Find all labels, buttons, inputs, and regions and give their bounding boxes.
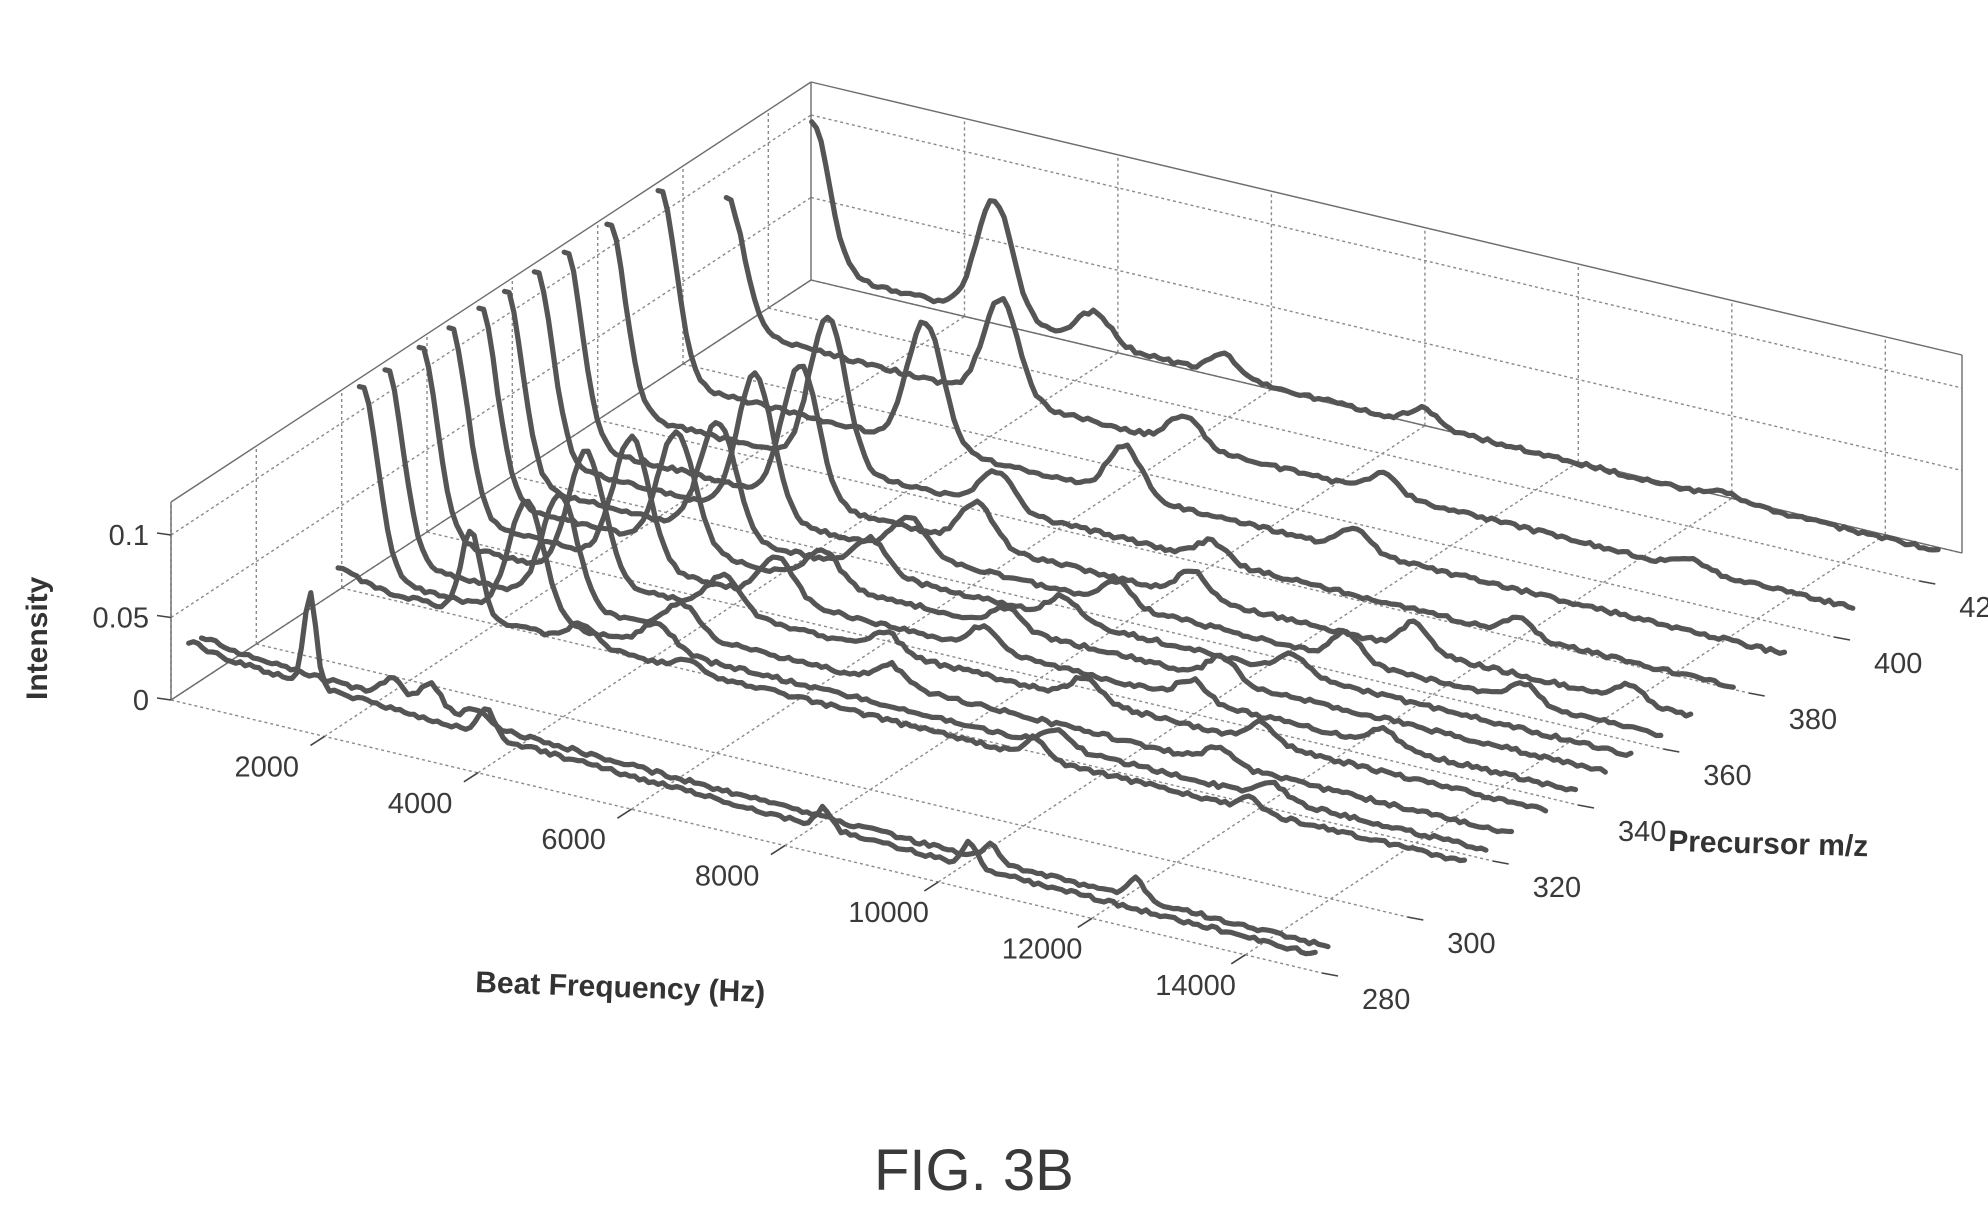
floor-grid-line xyxy=(341,587,1493,862)
z-axis-label: Intensity xyxy=(21,576,54,700)
floor-grid-line xyxy=(631,388,1272,810)
x-tick-mark xyxy=(1230,954,1246,965)
y-tick-label: 360 xyxy=(1703,760,1751,792)
z-tick-mark xyxy=(156,614,172,619)
y-tick-mark xyxy=(1577,804,1595,809)
y-tick-label: 280 xyxy=(1362,984,1410,1016)
spectrum-trace xyxy=(416,344,1549,814)
floor-grid-line xyxy=(597,419,1749,694)
x-tick-mark xyxy=(1077,917,1093,929)
x-tick-label: 12000 xyxy=(1002,933,1083,965)
floor-grid-line xyxy=(682,363,1835,638)
spectrum-trace xyxy=(501,288,1634,758)
x-tick-mark xyxy=(616,808,632,819)
spectrum-trace xyxy=(561,249,1694,719)
x-tick-label: 6000 xyxy=(541,824,606,856)
spectrum-trace xyxy=(446,325,1579,793)
y-tick-mark xyxy=(1919,580,1936,585)
floor-grid-line xyxy=(477,352,1119,774)
back-wall-grid-line xyxy=(810,114,1963,389)
floor-grid-line xyxy=(256,643,1408,918)
floor-grid-line xyxy=(784,425,1426,847)
x-axis-label: Beat Frequency (Hz) xyxy=(475,966,766,1009)
y-tick-mark xyxy=(1833,636,1851,641)
floor-grid-line xyxy=(170,699,1323,974)
floor-grid-line xyxy=(324,315,965,737)
y-tick-label: 400 xyxy=(1874,648,1922,680)
x-tick-mark xyxy=(310,735,325,747)
spectrum-trace xyxy=(186,590,1318,957)
back-wall-grid-line xyxy=(810,196,1963,472)
spectrum-trace xyxy=(531,269,1664,739)
floor-grid-line xyxy=(426,531,1579,806)
x-tick-mark xyxy=(463,772,479,783)
z-tick-label: 0 xyxy=(133,685,149,717)
spectrum-trace xyxy=(655,188,1788,656)
x-tick-label: 2000 xyxy=(235,751,300,783)
floor-grid-line xyxy=(512,475,1664,750)
floor-grid-line xyxy=(1091,497,1733,919)
x-tick-label: 8000 xyxy=(695,861,760,893)
x-tick-label: 14000 xyxy=(1155,970,1236,1002)
y-tick-mark xyxy=(1321,972,1339,977)
box-edge xyxy=(170,279,812,701)
box-edge xyxy=(810,81,1963,356)
y-tick-mark xyxy=(1492,860,1509,865)
z-tick-mark xyxy=(156,697,172,701)
spectrum-trace xyxy=(356,384,1489,853)
spectrum-trace xyxy=(382,367,1515,835)
spectra-traces xyxy=(186,119,1941,957)
spectrum-trace xyxy=(476,305,1608,775)
y-tick-label: 380 xyxy=(1789,704,1837,736)
x-tick-label: 10000 xyxy=(848,897,929,929)
figure-caption: FIG. 3B xyxy=(874,1138,1074,1203)
x-tick-label: 4000 xyxy=(388,788,453,820)
x-tick-mark xyxy=(923,881,939,892)
spectrum-trace xyxy=(723,195,1856,611)
box-edge xyxy=(170,81,812,503)
floor-grid-line xyxy=(768,307,1920,582)
z-tick-label: 0.05 xyxy=(93,603,149,635)
spectrum-trace xyxy=(198,635,1331,950)
y-tick-mark xyxy=(1407,916,1424,921)
x-tick-mark xyxy=(770,844,786,856)
z-tick-mark xyxy=(156,532,172,536)
side-wall-grid-line xyxy=(170,196,812,619)
y-tick-label: 340 xyxy=(1618,816,1666,848)
spectrum-trace xyxy=(604,221,1736,690)
y-tick-label: 300 xyxy=(1447,928,1495,960)
y-tick-mark xyxy=(1748,692,1765,697)
floor-grid-line xyxy=(937,461,1579,883)
side-wall-grid-line xyxy=(170,114,812,536)
y-tick-mark xyxy=(1663,748,1680,753)
spectrum-trace xyxy=(335,528,1468,864)
z-tick-label: 0.1 xyxy=(109,520,149,552)
y-tick-label: 320 xyxy=(1533,872,1581,904)
y-axis-label: Precursor m/z xyxy=(1668,825,1869,863)
y-tick-label: 420 xyxy=(1959,592,1988,624)
floor-grid-line xyxy=(1244,534,1886,956)
spectrum-trace xyxy=(809,119,1941,553)
